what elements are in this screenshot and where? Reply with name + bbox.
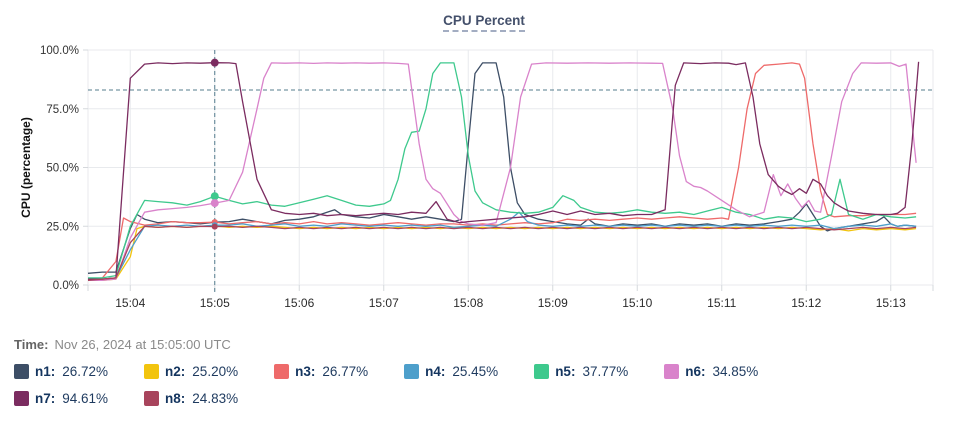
series-line-n8 [87, 225, 917, 281]
legend-value: 25.45% [452, 364, 499, 379]
series-line-n4 [87, 211, 917, 281]
legend-value: 34.85% [712, 364, 759, 379]
x-tick-label: 15:12 [791, 296, 821, 310]
series-line-n7 [88, 61, 920, 280]
chart-header: CPU Percent [0, 0, 968, 32]
x-tick-label: 15:10 [622, 296, 652, 310]
legend-label: n2: [165, 364, 186, 379]
legend-label: n7: [35, 391, 56, 406]
y-axis-title: CPU (percentage) [19, 117, 33, 218]
n7-color-swatch [14, 391, 29, 406]
legend-item-n2[interactable]: n2: 25.20% [144, 364, 238, 379]
n1-color-swatch [14, 364, 29, 379]
legend-value: 26.77% [322, 364, 369, 379]
chart-title[interactable]: CPU Percent [443, 14, 525, 32]
series-line-n1 [87, 62, 917, 274]
x-tick-label: 15:04 [115, 296, 145, 310]
legend-label: n3: [295, 364, 316, 379]
n2-color-swatch [144, 364, 160, 379]
x-tick-label: 15:11 [707, 296, 736, 310]
n4-color-swatch [404, 364, 420, 379]
y-tick-label: 100.0% [40, 45, 79, 57]
time-value: Nov 26, 2024 at 15:05:00 UTC [54, 337, 231, 352]
legend-item-n5[interactable]: n5: 37.77% [534, 364, 628, 379]
legend-label: n6: [685, 364, 706, 379]
crosshair-marker-n6 [210, 199, 219, 208]
legend-label: n5: [555, 364, 576, 379]
legend-value: 24.83% [192, 391, 239, 406]
legend-label: n1: [35, 364, 56, 379]
n8-color-swatch [144, 391, 160, 406]
x-tick-label: 15:13 [876, 296, 906, 310]
chart-legend: n1: 26.72% n2: 25.20% n3: 26.77% n4: 25.45% n5: 3… [14, 364, 864, 406]
legend-item-n1[interactable]: n1: 26.72% [14, 364, 108, 379]
n5-color-swatch [534, 364, 550, 379]
y-tick-label: 75.0% [46, 104, 79, 116]
series-line-n3 [87, 62, 917, 280]
n6-color-swatch [664, 364, 680, 379]
legend-value: 26.72% [62, 364, 109, 379]
x-tick-label: 15:06 [284, 296, 314, 310]
legend-label: n8: [165, 391, 186, 406]
legend-item-n4[interactable]: n4: 25.45% [404, 364, 498, 379]
series-line-n6 [88, 62, 917, 281]
crosshair-marker-n5 [210, 192, 219, 201]
crosshair-marker-n7 [210, 58, 219, 67]
x-tick-label: 15:07 [369, 296, 399, 310]
time-label: Time: [14, 337, 49, 352]
y-tick-label: 0.0% [53, 280, 79, 292]
cpu-chart-svg[interactable]: 100.0% 75.0% 50.0% 25.0% 0.0% 15:04 15:05 15:06… [0, 30, 968, 310]
time-row: Time: Nov 26, 2024 at 15:05:00 UTC [14, 336, 968, 354]
series-line-n5 [88, 62, 917, 279]
legend-item-n3[interactable]: n3: 26.77% [274, 364, 368, 379]
x-tick-label: 15:05 [200, 296, 230, 310]
x-tick-label: 15:08 [453, 296, 483, 310]
n3-color-swatch [274, 364, 290, 379]
series-line-n2 [88, 225, 917, 281]
legend-item-n8[interactable]: n8: 24.83% [144, 391, 238, 406]
y-tick-label: 50.0% [46, 163, 79, 175]
crosshair-marker-n8 [211, 223, 218, 230]
x-tick-label: 15:09 [538, 296, 568, 310]
y-tick-label: 25.0% [46, 221, 79, 233]
legend-label: n4: [425, 364, 446, 379]
legend-item-n7[interactable]: n7: 94.61% [14, 391, 108, 406]
legend-value: 94.61% [62, 391, 109, 406]
legend-value: 25.20% [192, 364, 239, 379]
legend-value: 37.77% [582, 364, 629, 379]
legend-item-n6[interactable]: n6: 34.85% [664, 364, 758, 379]
chart-canvas[interactable]: 100.0% 75.0% 50.0% 25.0% 0.0% 15:04 15:05 15:06… [0, 30, 968, 310]
